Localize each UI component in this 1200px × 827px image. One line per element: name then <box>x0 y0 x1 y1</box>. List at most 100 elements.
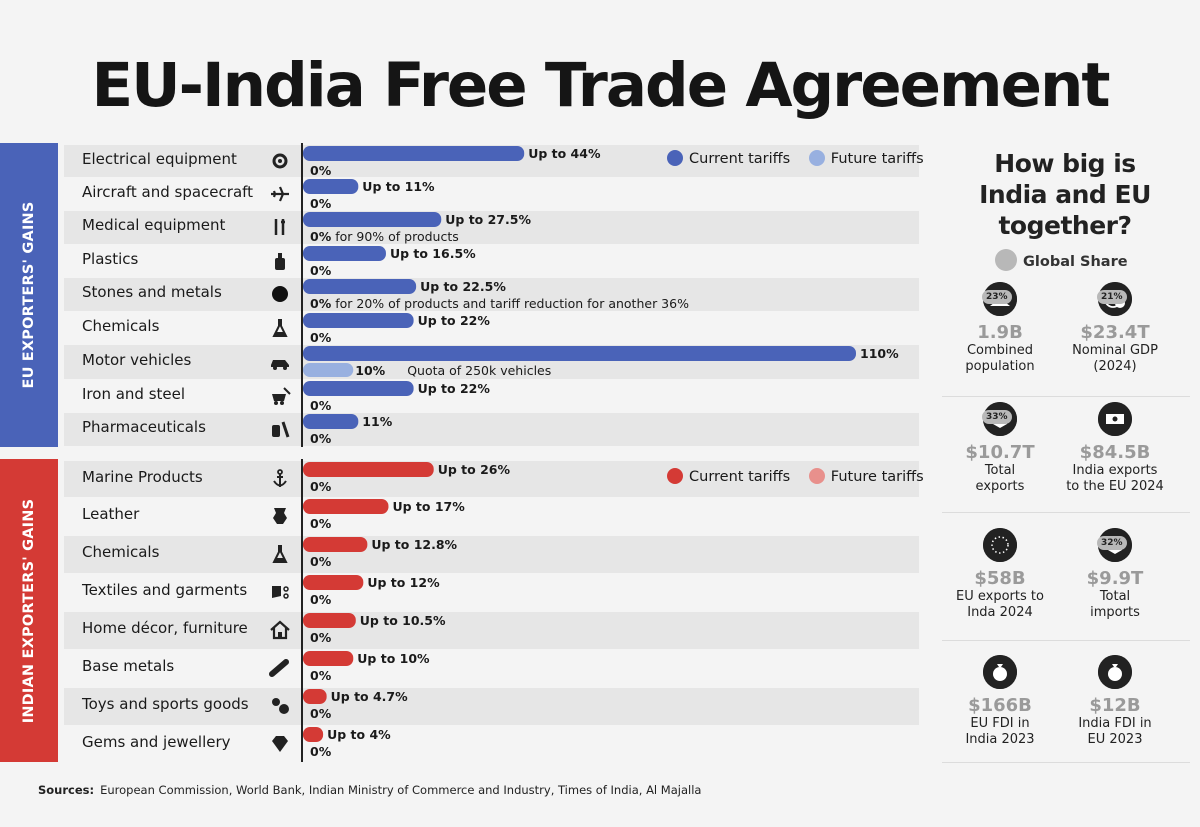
eu-gains-band: EU EXPORTERS' GAINS <box>0 143 58 447</box>
eu-legend: Current tariffs Future tariffs <box>667 150 938 167</box>
category-label: Iron and steel <box>82 385 186 403</box>
flask-icon <box>269 317 291 339</box>
diamond-icon <box>269 733 291 755</box>
stat-description: EU FDI in India 2023 <box>965 716 1035 747</box>
home-icon <box>269 619 291 641</box>
global-share-badge: 21% <box>1097 290 1127 304</box>
textile-scissors-icon <box>269 581 291 603</box>
mining-cart-icon <box>269 385 291 407</box>
global-share-legend: Global Share <box>995 249 1128 271</box>
stat-block: 32% $9.9T Total imports <box>1055 528 1175 621</box>
eu-gains-label: EU EXPORTERS' GAINS <box>21 201 37 389</box>
stat-value: $84.5B <box>1079 442 1151 463</box>
category-label: Aircraft and spacecraft <box>82 183 254 201</box>
category-row: Iron and steel <box>64 380 919 412</box>
category-label: Textiles and garments <box>82 581 248 599</box>
india-axis-line <box>301 459 303 762</box>
india-legend-current: Current tariffs <box>667 468 790 485</box>
category-label: Toys and sports goods <box>82 695 249 713</box>
stat-description: Total exports <box>975 463 1025 494</box>
money-bag-icon <box>983 655 1017 689</box>
stat-block: 23% 1.9B Combined population <box>940 282 1060 375</box>
side-divider <box>942 640 1190 641</box>
stat-block: $166B EU FDI in India 2023 <box>940 655 1060 748</box>
category-row: Chemicals <box>64 312 919 344</box>
stat-value: $58B <box>974 568 1026 589</box>
side-divider <box>942 762 1190 763</box>
category-row: Stones and metals <box>64 278 919 311</box>
global-share-badge: 33% <box>982 410 1012 424</box>
india-legend: Current tariffs Future tariffs <box>667 468 938 485</box>
category-label: Marine Products <box>82 468 203 486</box>
stat-description: India exports to the EU 2024 <box>1066 463 1164 494</box>
category-label: Base metals <box>82 657 175 675</box>
bottle-icon <box>269 250 291 272</box>
stat-value: $12B <box>1089 695 1141 716</box>
stat-description: Nominal GDP (2024) <box>1072 343 1158 374</box>
category-label: Home décor, furniture <box>82 619 248 637</box>
category-row: Textiles and garments <box>64 574 919 611</box>
stone-icon <box>269 283 291 305</box>
gear-icon <box>269 150 291 172</box>
eu-axis-line <box>301 143 303 447</box>
category-label: Stones and metals <box>82 283 222 301</box>
category-row: Motor vehicles <box>64 345 919 379</box>
category-row: Marine Products <box>64 461 919 497</box>
category-row: Gems and jewellery <box>64 726 919 762</box>
stat-block: $12B India FDI in EU 2023 <box>1055 655 1175 748</box>
eu-flag-icon <box>983 528 1017 562</box>
side-divider <box>942 396 1190 397</box>
category-label: Chemicals <box>82 543 160 561</box>
stat-value: $166B <box>968 695 1032 716</box>
india-gains-band: INDIAN EXPORTERS' GAINS <box>0 459 58 762</box>
category-row: Aircraft and spacecraft <box>64 178 919 210</box>
stat-block: $58B EU exports to Inda 2024 <box>940 528 1060 621</box>
flask-icon <box>269 543 291 565</box>
leather-hide-icon <box>269 505 291 527</box>
category-row: Plastics <box>64 245 919 277</box>
stat-block: 33% $10.7T Total exports <box>940 402 1060 495</box>
category-label: Pharmaceuticals <box>82 418 206 436</box>
category-label: Leather <box>82 505 140 523</box>
stat-value: $10.7T <box>965 442 1035 463</box>
side-panel-title: How big is India and EU together? <box>979 149 1151 240</box>
global-share-badge: 23% <box>982 290 1012 304</box>
category-label: Chemicals <box>82 317 160 335</box>
global-share-badge: 32% <box>1097 536 1127 550</box>
page-title: EU-India Free Trade Agreement <box>91 50 1110 121</box>
anchor-icon <box>269 468 291 490</box>
stat-description: EU exports to Inda 2024 <box>956 589 1044 620</box>
stat-description: India FDI in EU 2023 <box>1078 716 1152 747</box>
category-label: Gems and jewellery <box>82 733 231 751</box>
stat-block: 21% $23.4T Nominal GDP (2024) <box>1055 282 1175 375</box>
car-icon <box>269 351 291 373</box>
category-label: Motor vehicles <box>82 351 192 369</box>
category-row: Base metals <box>64 650 919 687</box>
category-label: Electrical equipment <box>82 150 237 168</box>
category-row: Home décor, furniture <box>64 612 919 649</box>
eu-legend-future: Future tariffs <box>808 150 924 167</box>
medical-tools-icon <box>269 216 291 238</box>
stat-value: $9.9T <box>1086 568 1144 589</box>
toy-icon <box>269 695 291 717</box>
stat-value: $23.4T <box>1080 322 1150 343</box>
airplane-icon <box>269 183 291 205</box>
stat-value: 1.9B <box>977 322 1023 343</box>
india-legend-future: Future tariffs <box>808 468 924 485</box>
pills-icon <box>269 418 291 440</box>
pipe-icon <box>269 657 291 679</box>
eu-legend-current: Current tariffs <box>667 150 790 167</box>
category-label: Plastics <box>82 250 139 268</box>
stat-block: $84.5B India exports to the EU 2024 <box>1055 402 1175 495</box>
category-row: Medical equipment <box>64 211 919 244</box>
stat-description: Total imports <box>1090 589 1140 620</box>
category-row: Toys and sports goods <box>64 688 919 725</box>
india-gains-label: INDIAN EXPORTERS' GAINS <box>21 498 37 723</box>
money-bag-icon <box>1098 655 1132 689</box>
category-row: Leather <box>64 498 919 535</box>
side-divider <box>942 512 1190 513</box>
category-label: Medical equipment <box>82 216 226 234</box>
category-row: Chemicals <box>64 536 919 573</box>
india-flag-icon <box>1098 402 1132 436</box>
stat-description: Combined population <box>965 343 1035 374</box>
